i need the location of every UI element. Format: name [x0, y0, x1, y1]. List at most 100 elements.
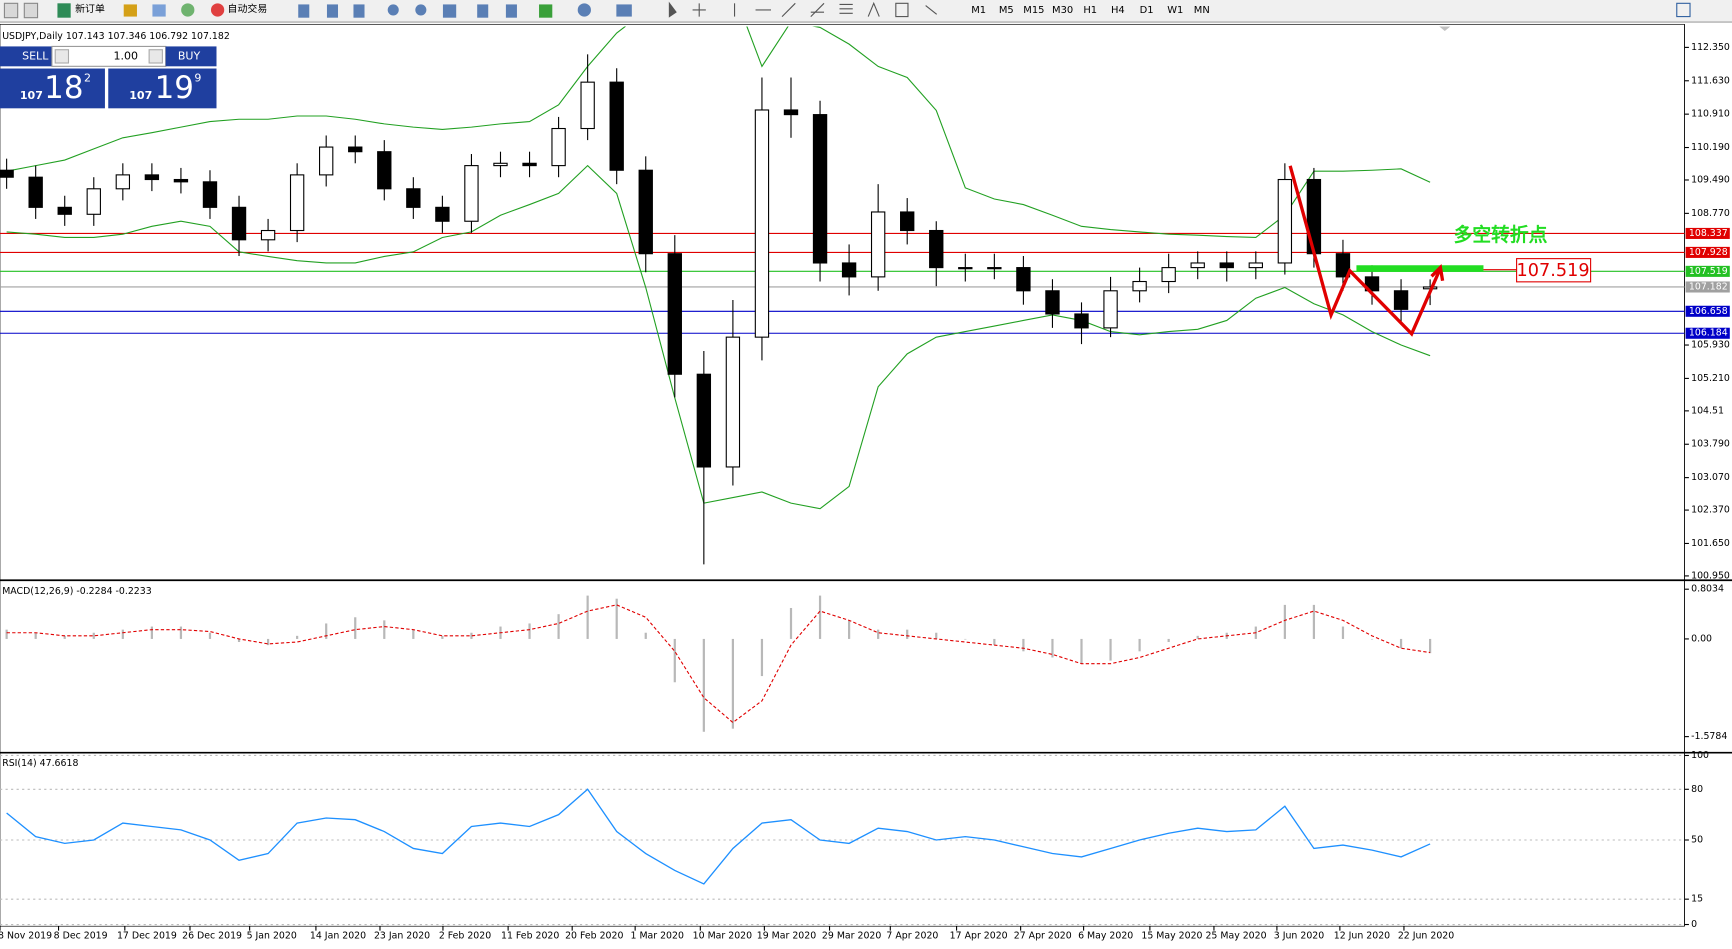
macd-bar	[1109, 638, 1112, 661]
macd-bar	[1138, 638, 1141, 652]
macd-bar	[1051, 638, 1054, 658]
price-level-tag	[1685, 305, 1730, 317]
candle-body	[1190, 262, 1205, 269]
buy-price-big: 107	[129, 89, 152, 102]
macd-bar	[325, 623, 328, 639]
icon[interactable]	[442, 4, 457, 18]
x-tick-label: 19 Mar 2020	[757, 931, 816, 942]
chart-window	[0, 23, 1685, 927]
icon[interactable]	[415, 4, 427, 16]
timeframe-button[interactable]: W1	[1167, 5, 1183, 16]
macd-bar	[5, 629, 8, 639]
y-tick-label: 104.51	[1691, 405, 1724, 416]
auto-trading-icon[interactable]	[210, 3, 225, 17]
timeframe-button[interactable]: M15	[1023, 5, 1044, 16]
macd-bar	[1399, 638, 1403, 649]
buy-price-pips: 19	[155, 70, 194, 106]
timeframe-button[interactable]: M1	[971, 5, 986, 16]
sell-price-box[interactable]	[0, 68, 105, 109]
shift-marker[interactable]	[1439, 26, 1451, 31]
macd-bar	[615, 598, 618, 639]
macd-bar	[441, 635, 444, 639]
price-level-label: 107.928	[1689, 247, 1728, 258]
candle-body	[231, 206, 247, 241]
candle-body	[609, 81, 624, 171]
icon[interactable]	[353, 4, 365, 18]
icon[interactable]	[181, 3, 195, 17]
channel-tool[interactable]	[810, 2, 825, 17]
indicator-title: RSI(14) 47.6618	[2, 758, 78, 769]
icon[interactable]	[539, 4, 553, 18]
auto-trading-button[interactable]: 自动交易	[228, 2, 268, 15]
candle-body	[725, 336, 741, 468]
x-tick-label: 15 May 2020	[1141, 931, 1202, 942]
icon[interactable]	[326, 4, 339, 18]
timeframe-button[interactable]: M5	[999, 5, 1014, 16]
timeframe-button[interactable]: D1	[1140, 5, 1154, 16]
annotation-price: 107.519	[1517, 261, 1590, 281]
macd-bar	[1283, 604, 1286, 639]
y-tick-label: 103.790	[1691, 439, 1730, 450]
fibo-tool[interactable]	[839, 3, 853, 14]
icon[interactable]	[23, 2, 39, 19]
search-icon[interactable]	[1676, 2, 1691, 18]
buy-price-box[interactable]	[108, 68, 217, 109]
lots-up[interactable]	[148, 49, 163, 64]
arrow-tool[interactable]	[925, 5, 938, 15]
candle-body	[406, 188, 421, 208]
text-tool[interactable]	[867, 1, 880, 17]
timeframe-button[interactable]: M30	[1052, 5, 1073, 16]
x-tick-label: 8 Dec 2019	[54, 931, 108, 942]
macd-bar	[760, 638, 764, 677]
macd-bar	[296, 635, 299, 639]
icon[interactable]	[577, 3, 591, 17]
price-level-tag	[1685, 265, 1730, 277]
candle-body	[1277, 178, 1293, 264]
label-tool[interactable]	[895, 2, 909, 18]
lots-down[interactable]	[54, 49, 70, 64]
macd-bar	[1022, 638, 1025, 652]
y-tick-label: 0.00	[1691, 633, 1712, 644]
macd-bar	[731, 638, 735, 729]
new-order-button[interactable]: 新订单	[75, 2, 105, 15]
icon[interactable]	[3, 2, 19, 19]
candle-body	[173, 178, 189, 183]
arrow-path	[1288, 165, 1441, 337]
x-tick-label: 2 Feb 2020	[439, 931, 491, 942]
candle-body	[1074, 313, 1089, 329]
candle-body	[754, 109, 770, 338]
new-order-icon[interactable]	[57, 3, 71, 18]
candle-body	[1103, 290, 1118, 329]
arrow-head	[1430, 264, 1445, 282]
macd-bar	[789, 607, 793, 639]
icon[interactable]	[616, 4, 632, 17]
candle-body	[1335, 253, 1351, 278]
timeframe-button[interactable]: H4	[1111, 5, 1125, 16]
price-level-tag	[1685, 227, 1730, 239]
buy-button[interactable]	[165, 46, 217, 67]
candle-body	[1219, 262, 1234, 269]
icon[interactable]	[505, 4, 517, 18]
icon[interactable]	[123, 4, 137, 17]
timeframe-button[interactable]: H1	[1083, 5, 1097, 16]
icon[interactable]	[387, 4, 399, 16]
x-tick-label: 17 Apr 2020	[950, 931, 1008, 942]
macd-bar	[818, 595, 822, 639]
cursor-tool[interactable]	[668, 1, 677, 18]
candle-body	[580, 81, 595, 130]
candle-body	[1393, 290, 1409, 310]
crosshair-tool[interactable]	[692, 3, 706, 17]
candle-body	[667, 253, 682, 375]
x-tick-label: 27 Apr 2020	[1014, 931, 1072, 942]
icon[interactable]	[152, 4, 166, 17]
y-tick-label: 0.8034	[1691, 584, 1724, 595]
trend-arrows	[1288, 165, 1445, 337]
candle-body	[1132, 280, 1147, 292]
trendline-tool[interactable]	[781, 2, 796, 17]
icon[interactable]	[477, 4, 489, 18]
candle-body	[783, 109, 799, 116]
macd-bar	[470, 632, 473, 639]
icon[interactable]	[298, 4, 310, 18]
price-level-label: 107.519	[1689, 266, 1728, 277]
timeframe-button[interactable]: MN	[1194, 5, 1210, 16]
